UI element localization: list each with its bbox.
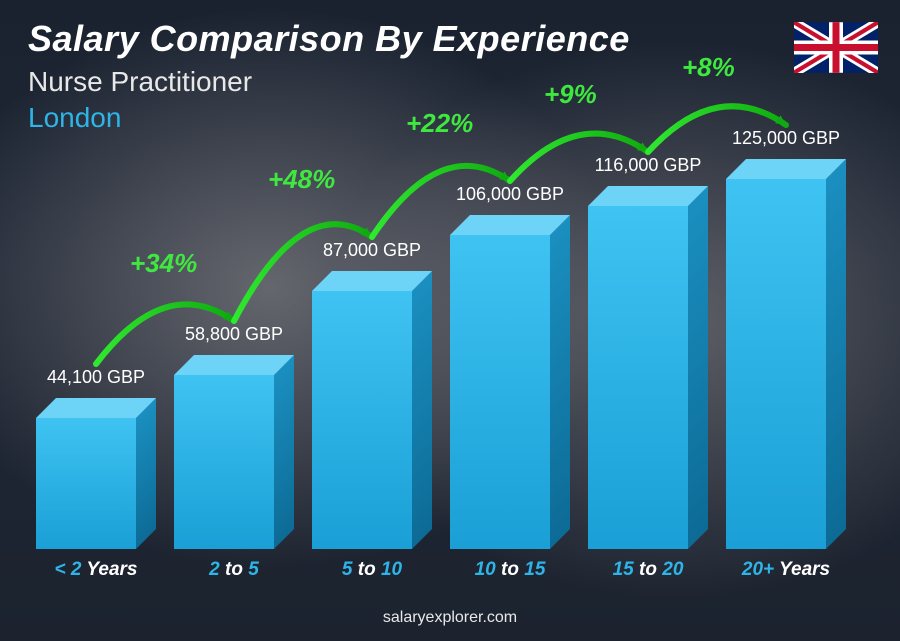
x-axis-label: 15 to 20 (578, 559, 718, 581)
bar-front (588, 206, 688, 549)
bar (726, 179, 846, 549)
bar-side (826, 159, 846, 549)
bar-front (36, 418, 136, 549)
bar-top (726, 159, 846, 179)
x-axis-label: 2 to 5 (164, 559, 304, 581)
infographic-canvas: Salary Comparison By Experience Nurse Pr… (0, 0, 900, 641)
bar-front (726, 179, 826, 549)
bar-front (450, 235, 550, 549)
percent-increase-label: +48% (268, 164, 335, 195)
percent-increase-label: +22% (406, 108, 473, 139)
bar-chart: 44,100 GBP58,800 GBP87,000 GBP106,000 GB… (30, 131, 854, 591)
footer-attribution: salaryexplorer.com (0, 609, 900, 627)
bar-side (136, 398, 156, 549)
chart-title: Salary Comparison By Experience (28, 18, 630, 60)
bar-side (274, 355, 294, 549)
bar (174, 375, 294, 549)
bar-side (550, 215, 570, 549)
bar-top (36, 398, 156, 418)
x-axis: < 2 Years2 to 55 to 1010 to 1515 to 2020… (30, 549, 854, 591)
bar-front (174, 375, 274, 549)
bar (36, 418, 156, 549)
x-axis-label: 20+ Years (716, 559, 856, 581)
bars-area: 44,100 GBP58,800 GBP87,000 GBP106,000 GB… (30, 131, 854, 549)
percent-increase-label: +34% (130, 248, 197, 279)
x-axis-label: 10 to 15 (440, 559, 580, 581)
x-axis-label: < 2 Years (26, 559, 166, 581)
percent-increase-label: +8% (682, 52, 735, 83)
bar (450, 235, 570, 549)
bar-side (688, 186, 708, 549)
bar-side (412, 271, 432, 549)
bar (588, 206, 708, 549)
x-axis-label: 5 to 10 (302, 559, 442, 581)
percent-increase-label: +9% (544, 79, 597, 110)
